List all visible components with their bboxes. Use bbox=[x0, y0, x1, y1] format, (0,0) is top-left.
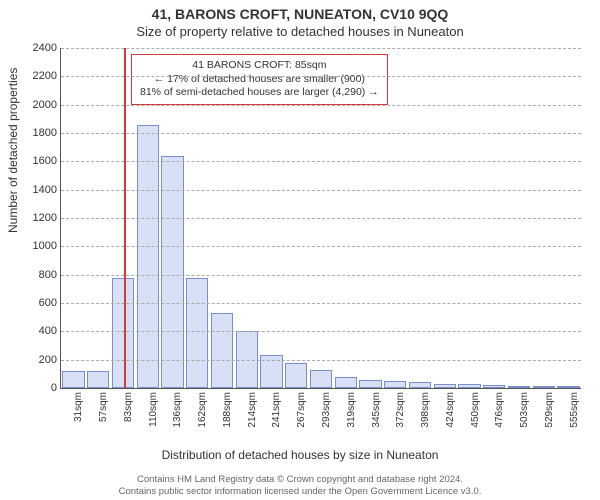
x-tick-label: 241sqm bbox=[271, 392, 282, 428]
y-tick-label: 2200 bbox=[33, 70, 61, 82]
marker-line bbox=[124, 48, 126, 388]
grid-line bbox=[61, 190, 581, 191]
x-tick-label: 110sqm bbox=[148, 392, 159, 427]
x-tick-label: 529sqm bbox=[544, 392, 555, 428]
y-tick-label: 800 bbox=[39, 269, 61, 281]
grid-line bbox=[61, 161, 581, 162]
grid-line bbox=[61, 218, 581, 219]
x-tick-label: 476sqm bbox=[494, 392, 505, 428]
y-tick-label: 1000 bbox=[33, 240, 61, 252]
page-title: 41, BARONS CROFT, NUNEATON, CV10 9QQ bbox=[0, 6, 600, 22]
x-tick-label: 267sqm bbox=[296, 392, 307, 428]
histogram-bar bbox=[186, 278, 208, 389]
footer-credits: Contains HM Land Registry data © Crown c… bbox=[0, 474, 600, 498]
x-tick-label: 398sqm bbox=[420, 392, 431, 428]
y-tick-label: 600 bbox=[39, 297, 61, 309]
histogram-bar bbox=[87, 371, 109, 388]
y-tick-label: 1200 bbox=[33, 212, 61, 224]
grid-line bbox=[61, 133, 581, 134]
annotation-line-2: ← 17% of detached houses are smaller (90… bbox=[140, 73, 379, 87]
x-tick-label: 57sqm bbox=[98, 392, 109, 422]
x-tick-label: 214sqm bbox=[247, 392, 258, 428]
x-axis-label: Distribution of detached houses by size … bbox=[0, 448, 600, 462]
x-tick-label: 162sqm bbox=[197, 392, 208, 428]
histogram-bar bbox=[137, 125, 159, 389]
y-tick-label: 2400 bbox=[33, 42, 61, 54]
y-tick-label: 200 bbox=[39, 354, 61, 366]
histogram-bar bbox=[335, 377, 357, 388]
plot-area: 31sqm57sqm83sqm110sqm136sqm162sqm188sqm2… bbox=[60, 48, 581, 389]
grid-line bbox=[61, 275, 581, 276]
x-tick-label: 555sqm bbox=[569, 392, 580, 428]
y-tick-label: 1600 bbox=[33, 155, 61, 167]
histogram-bar bbox=[211, 313, 233, 388]
y-tick-label: 2000 bbox=[33, 99, 61, 111]
x-ticks-layer: 31sqm 57sqm 83sqm 110sqm 136sqm 162sqm 188sqm 2… bbox=[61, 388, 581, 438]
chart-container: 41, BARONS CROFT, NUNEATON, CV10 9QQ Siz… bbox=[0, 0, 600, 500]
histogram-bar bbox=[384, 381, 406, 388]
y-axis-label: Number of detached properties bbox=[6, 68, 20, 233]
y-tick-label: 400 bbox=[39, 325, 61, 337]
y-tick-label: 0 bbox=[51, 382, 61, 394]
grid-line bbox=[61, 331, 581, 332]
x-tick-label: 450sqm bbox=[470, 392, 481, 428]
x-tick-label: 188sqm bbox=[222, 392, 233, 428]
x-tick-label: 83sqm bbox=[123, 392, 134, 422]
x-tick-label: 31sqm bbox=[73, 392, 84, 422]
histogram-bar bbox=[285, 363, 307, 389]
footer-line-1: Contains HM Land Registry data © Crown c… bbox=[0, 474, 600, 486]
x-tick-label: 503sqm bbox=[519, 392, 530, 428]
x-tick-label: 372sqm bbox=[395, 392, 406, 428]
x-tick-label: 424sqm bbox=[445, 392, 456, 428]
annotation-line-1: 41 BARONS CROFT: 85sqm bbox=[140, 59, 379, 73]
x-tick-label: 293sqm bbox=[321, 392, 332, 428]
grid-line bbox=[61, 105, 581, 106]
grid-line bbox=[61, 48, 581, 49]
grid-line bbox=[61, 76, 581, 77]
x-tick-label: 345sqm bbox=[371, 392, 382, 428]
footer-line-2: Contains public sector information licen… bbox=[0, 486, 600, 498]
annotation-box: 41 BARONS CROFT: 85sqm ← 17% of detached… bbox=[131, 54, 388, 105]
grid-line bbox=[61, 246, 581, 247]
page-subtitle: Size of property relative to detached ho… bbox=[0, 24, 600, 39]
grid-line bbox=[61, 303, 581, 304]
grid-line bbox=[61, 360, 581, 361]
y-tick-label: 1400 bbox=[33, 184, 61, 196]
histogram-bar bbox=[112, 278, 134, 389]
y-tick-label: 1800 bbox=[33, 127, 61, 139]
histogram-bar bbox=[359, 380, 381, 389]
histogram-bar bbox=[310, 370, 332, 388]
x-tick-label: 136sqm bbox=[172, 392, 183, 428]
histogram-bar bbox=[62, 371, 84, 388]
annotation-line-3: 81% of semi-detached houses are larger (… bbox=[140, 86, 379, 100]
x-tick-label: 319sqm bbox=[346, 392, 357, 428]
